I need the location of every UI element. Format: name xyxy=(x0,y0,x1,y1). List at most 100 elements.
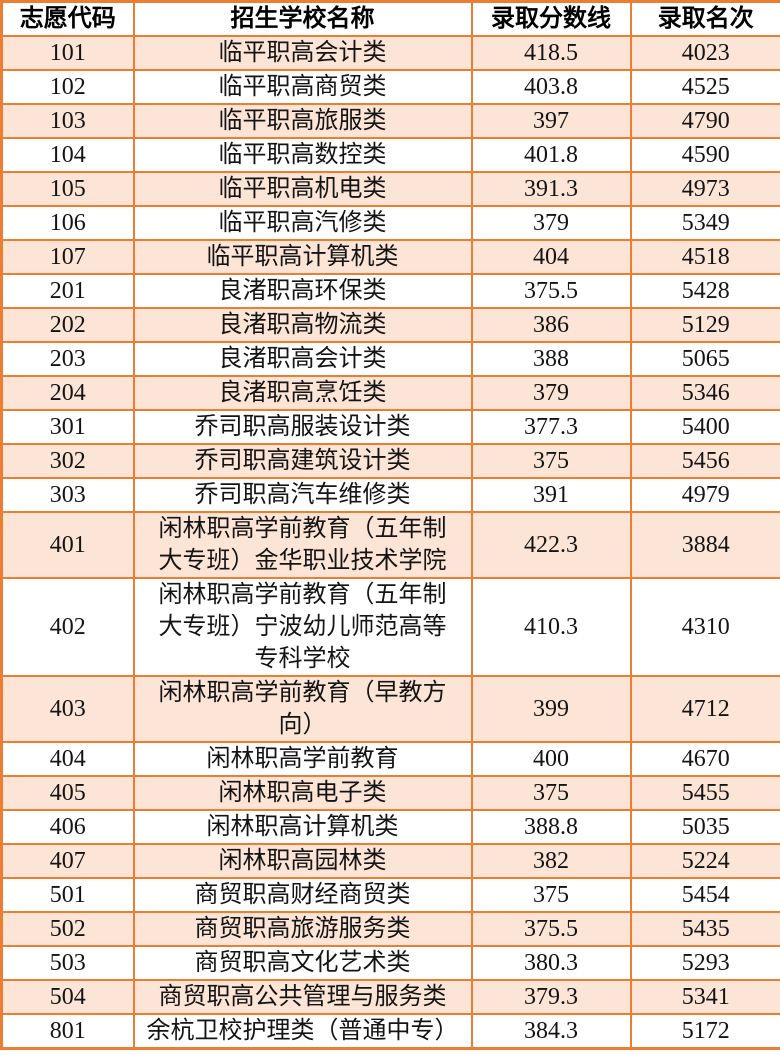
table-row: 403 闲林职高学前教育（早教方 向） 399 4712 xyxy=(0,675,780,743)
table-body: 101 临平职高会计类 418.5 4023 102 临平职高商贸类 403.8 4525 10… xyxy=(0,35,780,1050)
cell-rank: 5428 xyxy=(629,273,780,309)
cell-school: 商贸职高财经商贸类 xyxy=(132,877,473,913)
cell-school: 良渚职高烹饪类 xyxy=(132,375,473,411)
table-row: 101 临平职高会计类 418.5 4023 xyxy=(0,35,780,71)
cell-code: 502 xyxy=(0,911,135,947)
cell-score: 375 xyxy=(470,775,632,811)
table-row: 801 余杭卫校护理类（普通中专） 384.3 5172 xyxy=(0,1013,780,1050)
cell-rank: 5129 xyxy=(629,307,780,343)
cell-score: 397 xyxy=(470,103,632,139)
cell-school: 商贸职高旅游服务类 xyxy=(132,911,473,947)
cell-code: 302 xyxy=(0,443,135,479)
cell-rank: 5435 xyxy=(629,911,780,947)
table-row: 302 乔司职高建筑设计类 375 5456 xyxy=(0,443,780,479)
cell-school: 闲林职高电子类 xyxy=(132,775,473,811)
cell-score: 375 xyxy=(470,877,632,913)
cell-school: 临平职高旅服类 xyxy=(132,103,473,139)
cell-school: 闲林职高学前教育（早教方 向） xyxy=(132,675,473,743)
cell-code: 201 xyxy=(0,273,135,309)
cell-school: 乔司职高建筑设计类 xyxy=(132,443,473,479)
col-header-rank: 录取名次 xyxy=(629,0,780,37)
table-row: 103 临平职高旅服类 397 4790 xyxy=(0,103,780,139)
table-row: 401 闲林职高学前教育（五年制 大专班）金华职业技术学院 422.3 3884 xyxy=(0,511,780,579)
cell-score: 418.5 xyxy=(470,35,632,71)
table-row: 107 临平职高计算机类 404 4518 xyxy=(0,239,780,275)
cell-code: 202 xyxy=(0,307,135,343)
table-row: 102 临平职高商贸类 403.8 4525 xyxy=(0,69,780,105)
cell-code: 203 xyxy=(0,341,135,377)
cell-rank: 5455 xyxy=(629,775,780,811)
cell-score: 404 xyxy=(470,239,632,275)
cell-school: 乔司职高服装设计类 xyxy=(132,409,473,445)
table-row: 202 良渚职高物流类 386 5129 xyxy=(0,307,780,343)
cell-school: 闲林职高园林类 xyxy=(132,843,473,879)
cell-code: 106 xyxy=(0,205,135,241)
cell-rank: 3884 xyxy=(629,511,780,579)
cell-code: 405 xyxy=(0,775,135,811)
cell-code: 407 xyxy=(0,843,135,879)
cell-code: 101 xyxy=(0,35,135,71)
cell-school: 临平职高计算机类 xyxy=(132,239,473,275)
cell-score: 403.8 xyxy=(470,69,632,105)
cell-rank: 4525 xyxy=(629,69,780,105)
cell-score: 379 xyxy=(470,205,632,241)
cell-score: 375 xyxy=(470,443,632,479)
cell-school: 闲林职高学前教育 xyxy=(132,741,473,777)
cell-score: 391.3 xyxy=(470,171,632,207)
cell-score: 388 xyxy=(470,341,632,377)
cell-code: 403 xyxy=(0,675,135,743)
cell-score: 382 xyxy=(470,843,632,879)
cell-rank: 5065 xyxy=(629,341,780,377)
table-row: 404 闲林职高学前教育 400 4670 xyxy=(0,741,780,777)
table-row: 402 闲林职高学前教育（五年制 大专班）宁波幼儿师范高等 专科学校 410.3 43… xyxy=(0,577,780,677)
cell-code: 104 xyxy=(0,137,135,173)
cell-rank: 4790 xyxy=(629,103,780,139)
cell-rank: 5172 xyxy=(629,1013,780,1050)
cell-rank: 5224 xyxy=(629,843,780,879)
cell-score: 386 xyxy=(470,307,632,343)
cell-rank: 4979 xyxy=(629,477,780,513)
table-row: 301 乔司职高服装设计类 377.3 5400 xyxy=(0,409,780,445)
cell-code: 402 xyxy=(0,577,135,677)
table-row: 504 商贸职高公共管理与服务类 379.3 5341 xyxy=(0,979,780,1015)
table-row: 106 临平职高汽修类 379 5349 xyxy=(0,205,780,241)
cell-school: 商贸职高公共管理与服务类 xyxy=(132,979,473,1015)
cell-school: 良渚职高环保类 xyxy=(132,273,473,309)
cell-code: 107 xyxy=(0,239,135,275)
cell-score: 377.3 xyxy=(470,409,632,445)
cell-rank: 5400 xyxy=(629,409,780,445)
table-row: 406 闲林职高计算机类 388.8 5035 xyxy=(0,809,780,845)
cell-score: 388.8 xyxy=(470,809,632,845)
cell-school: 临平职高数控类 xyxy=(132,137,473,173)
cell-school: 临平职高汽修类 xyxy=(132,205,473,241)
cell-score: 379 xyxy=(470,375,632,411)
table-row: 501 商贸职高财经商贸类 375 5454 xyxy=(0,877,780,913)
cell-score: 375.5 xyxy=(470,273,632,309)
cell-code: 406 xyxy=(0,809,135,845)
cell-school: 闲林职高学前教育（五年制 大专班）金华职业技术学院 xyxy=(132,511,473,579)
cell-rank: 4518 xyxy=(629,239,780,275)
cell-school: 良渚职高会计类 xyxy=(132,341,473,377)
cell-rank: 5293 xyxy=(629,945,780,981)
table-row: 303 乔司职高汽车维修类 391 4979 xyxy=(0,477,780,513)
table-row: 502 商贸职高旅游服务类 375.5 5435 xyxy=(0,911,780,947)
cell-score: 401.8 xyxy=(470,137,632,173)
cell-school: 良渚职高物流类 xyxy=(132,307,473,343)
cell-code: 103 xyxy=(0,103,135,139)
cell-code: 105 xyxy=(0,171,135,207)
header-row: 志愿代码 招生学校名称 录取分数线 录取名次 xyxy=(0,0,780,37)
cell-code: 204 xyxy=(0,375,135,411)
table-row: 203 良渚职高会计类 388 5065 xyxy=(0,341,780,377)
cell-score: 422.3 xyxy=(470,511,632,579)
cell-code: 501 xyxy=(0,877,135,913)
cell-school: 临平职高商贸类 xyxy=(132,69,473,105)
cell-rank: 4712 xyxy=(629,675,780,743)
cell-rank: 5346 xyxy=(629,375,780,411)
cell-code: 301 xyxy=(0,409,135,445)
cell-rank: 5341 xyxy=(629,979,780,1015)
col-header-school: 招生学校名称 xyxy=(132,0,473,37)
cell-rank: 4670 xyxy=(629,741,780,777)
table-row: 201 良渚职高环保类 375.5 5428 xyxy=(0,273,780,309)
cell-school: 闲林职高计算机类 xyxy=(132,809,473,845)
